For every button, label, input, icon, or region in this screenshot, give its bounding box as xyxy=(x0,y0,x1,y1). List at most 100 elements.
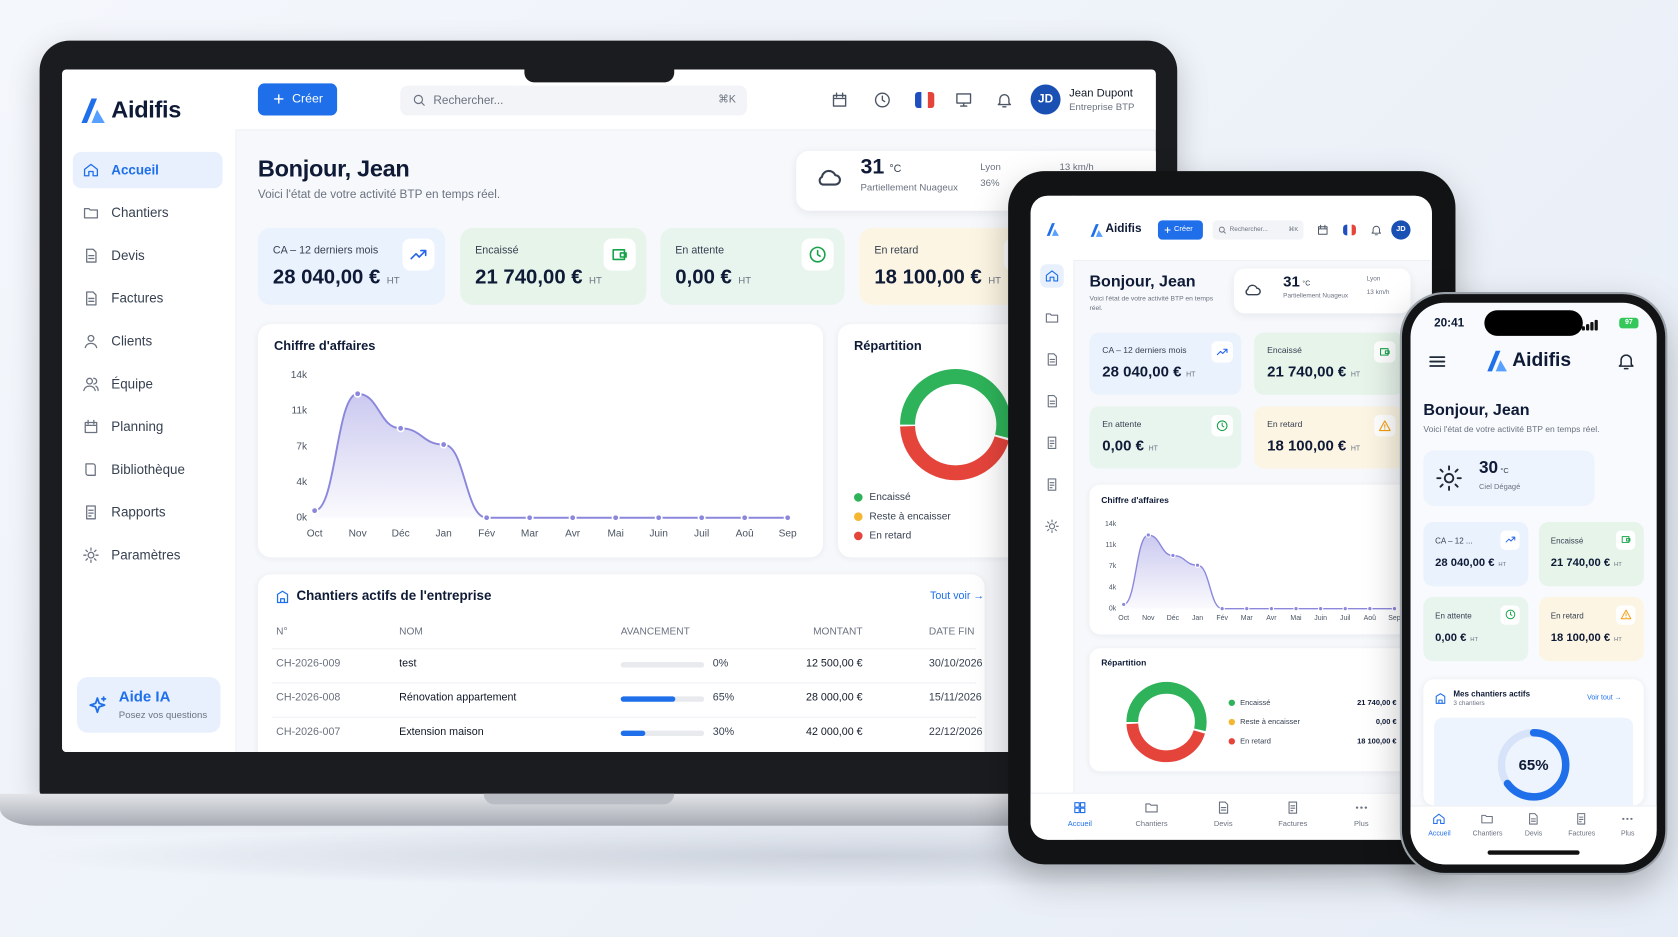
x-tick-label: Mar xyxy=(1241,615,1254,622)
point xyxy=(1367,605,1373,612)
nav-item[interactable]: Rapports xyxy=(111,504,166,520)
icon xyxy=(818,169,841,186)
kpi-value: 18 100,00 € xyxy=(874,266,982,289)
logo-shape xyxy=(1046,223,1055,236)
icon-shape xyxy=(1529,813,1538,825)
projects-link[interactable]: Tout voir → xyxy=(930,590,985,603)
point xyxy=(1194,562,1201,568)
weather-temp: 30 xyxy=(1479,458,1499,478)
tab-label[interactable]: Devis xyxy=(1524,830,1543,838)
tab-label[interactable]: Factures xyxy=(1278,820,1308,828)
weather-humidity: 36% xyxy=(980,177,1000,189)
kpi-value: 21 740,00 € xyxy=(1550,556,1611,570)
kpi-value-row: 0,00 € HT xyxy=(1102,436,1158,453)
kpi-value-row: 0,00 € HT xyxy=(675,266,751,290)
tab-label[interactable]: Plus xyxy=(1354,820,1369,828)
kpi-value-row: 28 040,00 € HT xyxy=(1102,363,1195,380)
x-tick-label: Nov xyxy=(349,528,368,539)
nav-item[interactable]: Factures xyxy=(111,290,164,306)
nav-active-bg xyxy=(1040,264,1064,288)
tab-label[interactable]: Plus xyxy=(1621,830,1635,838)
search-box[interactable] xyxy=(400,85,747,116)
weather-unit: °C xyxy=(889,163,902,176)
icon-shape xyxy=(1371,225,1382,236)
flag-stripe xyxy=(1347,224,1352,236)
create-label: Créer xyxy=(1174,225,1193,234)
nav-item[interactable]: Chantiers xyxy=(111,205,169,221)
signal-bar xyxy=(1586,324,1589,331)
icon-shape xyxy=(274,94,284,104)
project-amount: 12 500,00 € xyxy=(806,657,863,670)
icon xyxy=(85,463,96,476)
user-company: Entreprise BTP xyxy=(1069,101,1135,113)
icon xyxy=(1047,436,1057,450)
laptop-screen: Aidifis Accueil Chantiers Devis Factures Clie… xyxy=(62,69,1156,752)
row-separator xyxy=(271,648,977,650)
column-header: MONTANT xyxy=(813,625,863,638)
kpi-value-row: 21 740,00 € HT xyxy=(1551,556,1622,569)
nav-item[interactable]: Équipe xyxy=(111,376,153,392)
project-end: 15/11/2026 xyxy=(928,692,982,704)
area-fill xyxy=(314,393,788,518)
y-tick-label: 0k xyxy=(1109,605,1117,612)
icon xyxy=(956,93,972,107)
greeting-title: Bonjour, Jean xyxy=(257,155,410,182)
avatar[interactable]: JD xyxy=(1030,84,1061,115)
nav-item[interactable]: Paramètres xyxy=(111,547,181,563)
laptop-hinge xyxy=(483,793,675,805)
nav-item[interactable]: Accueil xyxy=(111,162,159,178)
icon xyxy=(1288,801,1298,814)
icon xyxy=(83,163,99,177)
icon-shape xyxy=(84,334,98,349)
signal-bar xyxy=(1590,321,1593,331)
icon-shape xyxy=(1436,465,1462,491)
project-amount: 42 000,00 € xyxy=(806,726,863,739)
x-tick-label: Avr xyxy=(565,528,581,539)
flag-stripe xyxy=(1351,224,1356,236)
search-box[interactable] xyxy=(1212,220,1304,240)
nav-item[interactable]: Planning xyxy=(111,419,164,435)
row-separator xyxy=(271,716,977,718)
kpi-value: 18 100,00 € xyxy=(1550,631,1611,644)
kpi-suffix: HT xyxy=(1498,561,1507,569)
icon xyxy=(1481,814,1493,824)
nav-item[interactable]: Clients xyxy=(111,333,153,349)
tab-label[interactable]: Devis xyxy=(1213,820,1233,828)
tab-label[interactable]: Chantiers xyxy=(1135,820,1168,828)
avatar[interactable]: JD xyxy=(1391,220,1411,240)
icon-shape xyxy=(276,590,289,604)
kpi-value-row: 28 040,00 € HT xyxy=(1435,556,1506,569)
weather-condition: Ciel Dégagé xyxy=(1479,483,1521,491)
tab-label[interactable]: Chantiers xyxy=(1472,830,1503,838)
nav-item[interactable]: Devis xyxy=(111,248,145,264)
progress-label: 30% xyxy=(712,726,735,739)
tab-label[interactable]: Accueil xyxy=(1428,830,1451,838)
y-tick-label: 4k xyxy=(1109,584,1117,591)
create-button[interactable] xyxy=(1157,220,1203,240)
kpi-label: En attente xyxy=(1435,610,1472,621)
icon-shape xyxy=(1379,348,1390,357)
legend-dot xyxy=(1228,718,1236,726)
create-button[interactable] xyxy=(257,83,338,116)
brand: Aidifis xyxy=(1512,348,1572,371)
icon-shape xyxy=(997,94,1012,108)
weather-city: Lyon xyxy=(1366,275,1381,283)
y-tick-label: 14k xyxy=(291,370,308,381)
sidebar xyxy=(1030,195,1075,840)
weather-card xyxy=(1423,450,1595,506)
tab-label[interactable]: Factures xyxy=(1568,830,1596,838)
tab-label[interactable]: Accueil xyxy=(1067,820,1092,828)
kpi-suffix: HT xyxy=(1613,636,1622,643)
weather-city: Lyon xyxy=(980,161,1001,173)
nav-item[interactable]: Bibliothèque xyxy=(111,462,185,478)
icon-shape xyxy=(1620,609,1632,620)
ai-help-card[interactable] xyxy=(77,677,221,733)
icon xyxy=(274,94,284,104)
icon xyxy=(1505,609,1516,620)
kpi-label: CA – 12 derniers mois xyxy=(272,244,379,257)
projects-link[interactable]: Voir tout → xyxy=(1587,694,1622,702)
donut-chart: Répartition Encaissé Reste à encaisser En r… xyxy=(854,338,1012,542)
logo-shape xyxy=(81,98,98,123)
icon-shape xyxy=(832,92,847,107)
